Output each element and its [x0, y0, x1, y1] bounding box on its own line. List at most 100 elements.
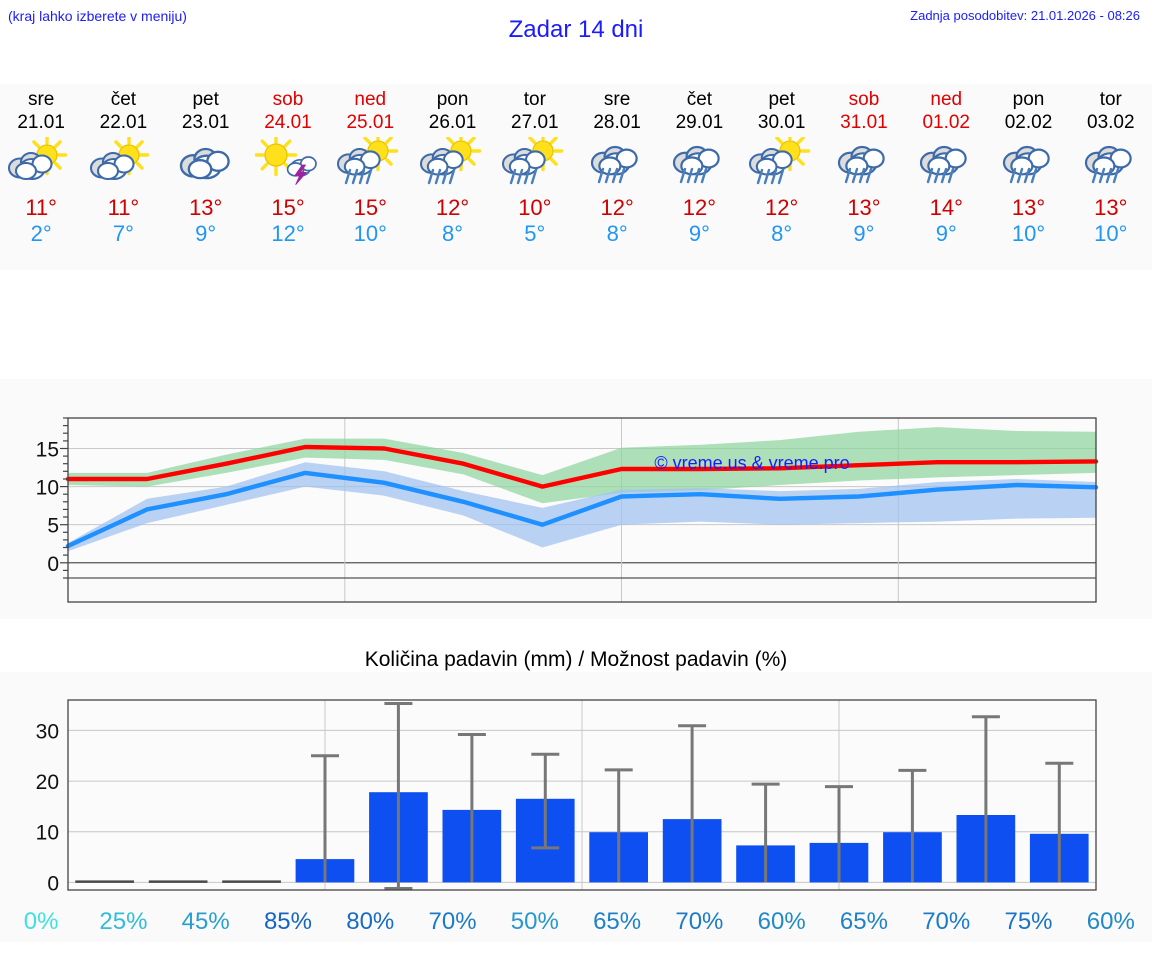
precipitation-probability: 75%	[1004, 908, 1053, 935]
cloud-rain-icon	[591, 145, 638, 184]
precipitation-probability: 50%	[510, 908, 559, 935]
day-name: pet	[192, 89, 219, 110]
weather-icon-wrap	[332, 130, 408, 193]
day-column[interactable]: sob 31.01 13° 9°	[823, 84, 905, 270]
weather-icon-wrap	[908, 137, 984, 193]
day-name: sob	[272, 89, 304, 110]
day-max-temp: 11°	[107, 195, 140, 220]
page-header: (kraj lahko izberete v meniju) Zadar 14 …	[0, 0, 1152, 48]
precipitation-probability: 65%	[839, 908, 888, 935]
last-update-label: Zadnja posodobitev: 21.01.2026 - 08:26	[910, 8, 1140, 23]
weather-icon-wrap	[3, 134, 79, 193]
day-min-temp: 9°	[195, 221, 217, 246]
day-column[interactable]: čet 22.01 11° 7°	[82, 84, 164, 270]
precipitation-probability: 80%	[346, 908, 395, 935]
day-column[interactable]: pon 26.01 12° 8°	[411, 84, 493, 270]
day-max-temp: 13°	[1011, 195, 1046, 220]
sun-thunderstorm-icon	[254, 133, 317, 185]
sun-cloud-icon	[90, 134, 150, 181]
precipitation-probability: 60%	[757, 908, 806, 935]
cloud-rain-icon	[673, 145, 721, 184]
temperature-chart-panel: 0 5 10 15 © vreme.us & vreme.pro	[0, 379, 1152, 619]
svg-text:0: 0	[47, 872, 59, 895]
day-date: 03.02	[1087, 112, 1135, 133]
day-max-temp: 13°	[847, 195, 881, 220]
day-max-temp: 12°	[682, 195, 717, 220]
svg-text:10: 10	[36, 822, 59, 845]
day-date: 02.02	[1004, 112, 1053, 133]
precipitation-bar	[148, 880, 208, 883]
svg-text:5: 5	[47, 515, 59, 538]
weather-icon-wrap	[250, 133, 326, 193]
day-column[interactable]: sre 21.01 11° 2°	[0, 84, 82, 270]
weather-icon-wrap	[168, 137, 244, 193]
day-min-temp: 8°	[606, 221, 628, 246]
day-name: sre	[603, 89, 631, 110]
day-min-temp: 10°	[1011, 221, 1046, 246]
daily-forecast-strip: sre 21.01 11° 2° čet 22.01 11° 7° pet 23.01 13°…	[0, 84, 1152, 270]
day-column[interactable]: sre 28.01 12° 8°	[576, 84, 658, 270]
precipitation-chart-panel: 0 10 20 30	[0, 672, 1152, 917]
sun-cloud-icon	[8, 134, 68, 181]
day-date: 22.01	[99, 112, 148, 133]
day-column[interactable]: ned 01.02 14° 9°	[905, 84, 987, 270]
day-max-temp: 12°	[435, 195, 470, 220]
day-name: sre	[27, 89, 55, 110]
day-name: pet	[768, 89, 795, 110]
cloud-rain-icon	[920, 145, 967, 184]
precipitation-probability-row: 0% 25% 45% 85% 80% 70% 50% 65% 70% 60% 65% 70% 75% 60…	[0, 902, 1152, 942]
sun-cloud-rain-icon	[419, 130, 481, 185]
day-date: 25.01	[346, 112, 395, 133]
day-min-temp: 2°	[30, 221, 52, 246]
day-date: 01.02	[922, 112, 970, 133]
day-column[interactable]: čet 29.01 12° 9°	[658, 84, 740, 270]
sun-cloud-rain-icon	[501, 130, 564, 185]
sun-cloud-rain-icon	[748, 130, 810, 185]
day-min-temp: 7°	[112, 221, 134, 246]
day-date: 31.01	[840, 112, 888, 133]
weather-icon-wrap	[85, 134, 161, 193]
day-column[interactable]: ned 25.01 15° 10°	[329, 84, 411, 270]
day-min-temp: 9°	[688, 221, 710, 246]
day-column[interactable]: tor 03.02 13° 10°	[1070, 84, 1152, 270]
day-name: ned	[930, 89, 963, 110]
day-name: pon	[436, 89, 469, 110]
day-column[interactable]: sob 24.01 15° 12°	[247, 84, 329, 270]
page-title: Zadar 14 dni	[508, 16, 644, 43]
day-max-temp: 13°	[1094, 195, 1128, 220]
day-max-temp: 11°	[25, 195, 57, 220]
day-column[interactable]: pet 23.01 13° 9°	[165, 84, 247, 270]
day-column[interactable]: pet 30.01 12° 8°	[741, 84, 823, 270]
day-min-temp: 9°	[935, 221, 957, 246]
cloud-icon	[179, 147, 230, 180]
day-date: 29.01	[675, 112, 724, 133]
day-date: 27.01	[511, 112, 559, 133]
precipitation-bar	[75, 880, 134, 883]
day-column[interactable]: tor 27.01 10° 5°	[494, 84, 576, 270]
day-name: tor	[523, 89, 546, 110]
weather-icon-wrap	[744, 130, 820, 193]
precipitation-chart-title: Količina padavin (mm) / Možnost padavin …	[364, 648, 788, 671]
day-min-temp: 5°	[524, 221, 546, 246]
cloud-rain-icon	[1002, 145, 1050, 184]
day-name: pon	[1012, 89, 1045, 110]
precipitation-chart-svg: 0 10 20 30	[36, 699, 1097, 895]
sun-cloud-rain-icon	[337, 130, 399, 185]
day-min-temp: 10°	[353, 221, 387, 246]
precipitation-bar	[222, 880, 281, 883]
day-max-temp: 12°	[600, 195, 634, 220]
day-name: tor	[1099, 89, 1122, 110]
day-max-temp: 12°	[765, 195, 799, 220]
day-date: 24.01	[264, 112, 312, 133]
day-name: sob	[848, 89, 880, 110]
day-max-temp: 15°	[353, 195, 387, 220]
precipitation-probability: 70%	[922, 908, 971, 935]
weather-icon-wrap	[579, 137, 655, 193]
day-column[interactable]: pon 02.02 13° 10°	[987, 84, 1069, 270]
weather-icon-wrap	[415, 130, 491, 193]
day-min-temp: 8°	[442, 221, 464, 246]
svg-text:0: 0	[47, 553, 59, 576]
svg-text:10: 10	[36, 477, 59, 500]
weather-icon-wrap	[661, 137, 737, 193]
precipitation-probability: 70%	[428, 908, 477, 935]
